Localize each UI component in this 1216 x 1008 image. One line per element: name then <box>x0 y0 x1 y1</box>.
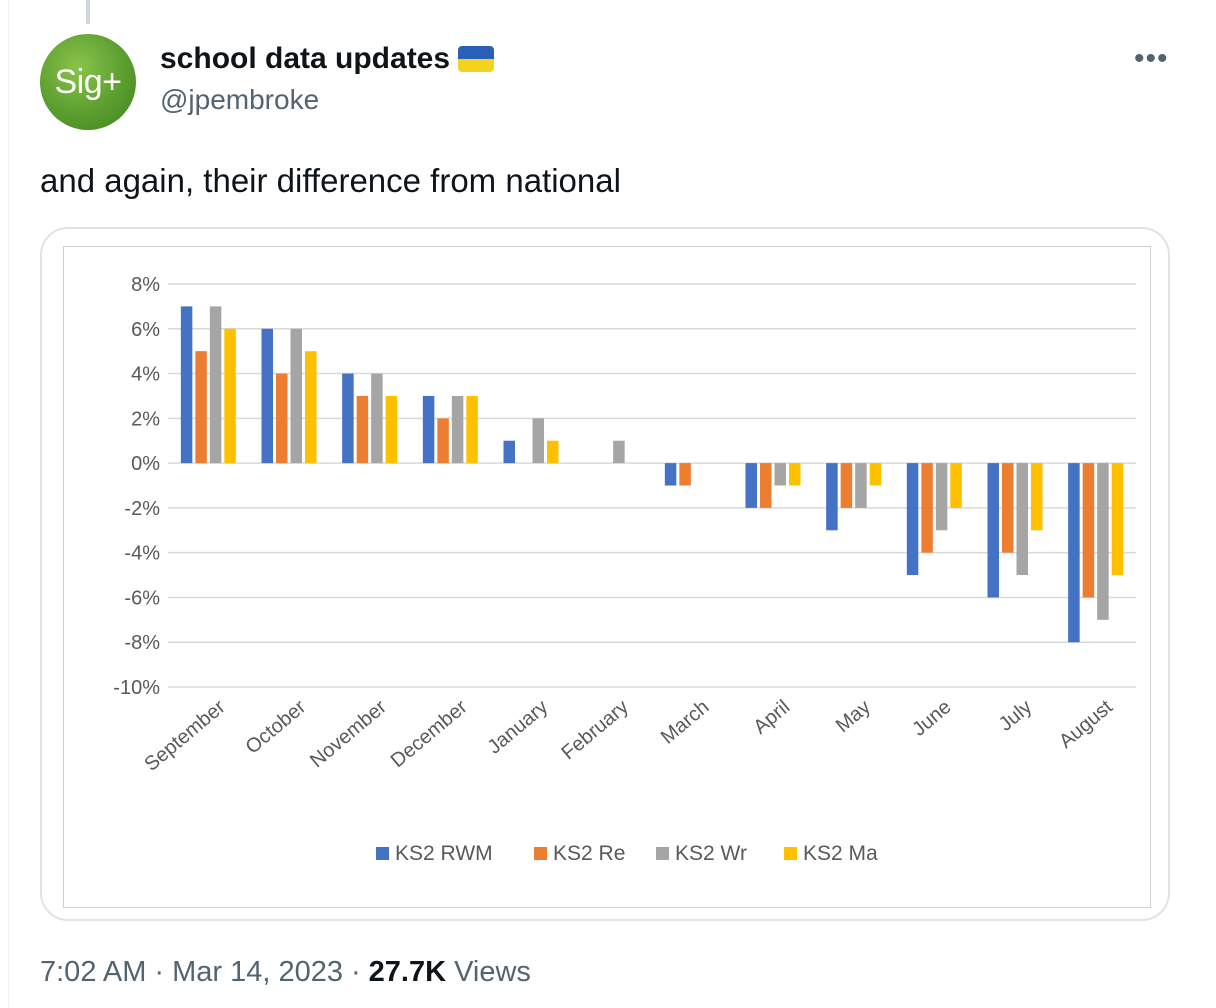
avatar[interactable]: Sig+ <box>40 34 136 130</box>
ukraine-flag-icon <box>458 46 495 72</box>
bar <box>987 463 999 598</box>
meta-separator: · <box>154 956 165 988</box>
x-tick-label: November <box>306 696 391 772</box>
bar <box>547 440 559 464</box>
tweet-time[interactable]: 7:02 AM <box>40 956 147 988</box>
bar <box>1068 463 1080 643</box>
bar <box>1002 463 1014 553</box>
bar <box>422 395 435 464</box>
bar <box>745 463 757 508</box>
y-tick-label: 4% <box>131 364 160 386</box>
timeline-border <box>8 0 9 1008</box>
author-display-name[interactable]: school data updates <box>160 42 451 75</box>
bar <box>1016 463 1028 576</box>
bar <box>224 328 236 464</box>
bar <box>195 351 207 464</box>
y-tick-label: -10% <box>113 677 160 699</box>
bar <box>305 351 317 464</box>
x-tick-label: August <box>1055 696 1117 753</box>
views-label: Views <box>454 956 531 988</box>
y-tick-label: -8% <box>124 632 160 654</box>
y-tick-label: 0% <box>131 453 160 475</box>
bar <box>532 418 544 464</box>
chart-image: 8% 6% 4% 2% 0% -2% -4% -6% -8% -10% September Octob… <box>63 246 1151 908</box>
bar <box>209 306 222 464</box>
bar <box>855 463 867 508</box>
bar <box>276 373 288 464</box>
legend-label: KS2 Ma <box>803 842 878 865</box>
x-tick-label: December <box>387 696 472 772</box>
x-tick-label: October <box>242 696 311 759</box>
bar <box>774 463 786 486</box>
bar <box>906 463 919 576</box>
legend-swatch <box>784 847 797 860</box>
bar <box>840 463 853 508</box>
bar <box>503 440 515 464</box>
legend-label: KS2 Wr <box>675 842 747 865</box>
x-tick-label: June <box>908 696 955 741</box>
tweet-date[interactable]: Mar 14, 2023 <box>172 956 343 988</box>
bar <box>789 463 801 486</box>
x-tick-label: April <box>749 696 794 739</box>
author-name-row: school data updates <box>160 42 495 76</box>
bar <box>935 463 948 531</box>
bar <box>261 328 273 464</box>
bar <box>679 463 691 486</box>
bar <box>826 463 838 531</box>
bar <box>466 395 478 464</box>
x-tick-label: January <box>484 696 553 759</box>
legend-swatch <box>656 847 669 860</box>
x-tick-label: September <box>140 696 229 776</box>
bar <box>869 463 882 486</box>
bar <box>342 373 354 464</box>
bar <box>613 440 625 464</box>
bar <box>1082 463 1095 598</box>
legend-swatch <box>376 847 389 860</box>
x-tick-label: February <box>557 696 632 764</box>
bar <box>921 463 933 553</box>
avatar-text: Sig+ <box>54 62 123 101</box>
thread-connector-line <box>86 0 90 24</box>
bar <box>451 395 464 464</box>
bar <box>760 463 772 508</box>
legend-swatch <box>534 847 547 860</box>
views-count: 27.7K <box>368 956 447 988</box>
bar <box>371 373 383 464</box>
bar <box>356 395 369 464</box>
bar <box>385 395 398 464</box>
meta-separator: · <box>350 956 361 988</box>
bar <box>290 328 302 464</box>
more-horizontal-icon[interactable]: ••• <box>1134 42 1169 75</box>
author-handle[interactable]: @jpembroke <box>160 84 320 115</box>
y-tick-label: -6% <box>124 587 160 609</box>
bar <box>1111 463 1124 576</box>
y-tick-label: 2% <box>131 408 160 430</box>
y-tick-label: -2% <box>124 498 160 520</box>
x-tick-label: March <box>657 696 714 749</box>
legend-label: KS2 RWM <box>395 842 493 865</box>
bar <box>950 463 962 508</box>
y-tick-label: 6% <box>131 319 160 341</box>
bar <box>664 463 677 486</box>
bar <box>1097 463 1109 620</box>
bar <box>437 418 449 464</box>
y-tick-label: -4% <box>124 543 160 565</box>
x-tick-label: July <box>995 696 1036 736</box>
tweet-meta: 7:02 AM · Mar 14, 2023 · 27.7K Views <box>40 956 531 989</box>
bar-chart: 8% 6% 4% 2% 0% -2% -4% -6% -8% -10%September Octob… <box>113 274 1136 865</box>
tweet-text: and again, their difference from nationa… <box>40 162 621 199</box>
x-tick-label: May <box>832 696 875 737</box>
media-card[interactable]: 8% 6% 4% 2% 0% -2% -4% -6% -8% -10% September Octob… <box>40 227 1170 921</box>
y-tick-label: 8% <box>131 274 160 296</box>
legend-label: KS2 Re <box>553 842 625 865</box>
bar <box>1031 463 1043 531</box>
bar <box>180 306 193 464</box>
